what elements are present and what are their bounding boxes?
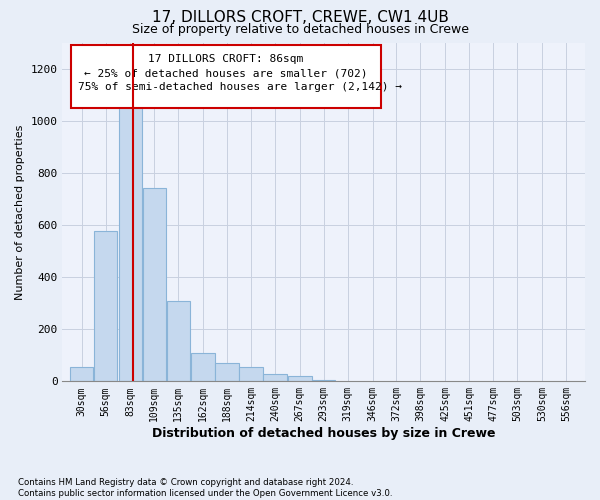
Bar — [312, 380, 335, 382]
Bar — [143, 188, 166, 382]
Text: Size of property relative to detached houses in Crewe: Size of property relative to detached ho… — [131, 22, 469, 36]
Bar — [94, 232, 117, 382]
Text: 17 DILLORS CROFT: 86sqm: 17 DILLORS CROFT: 86sqm — [148, 54, 303, 64]
Text: Contains HM Land Registry data © Crown copyright and database right 2024.
Contai: Contains HM Land Registry data © Crown c… — [18, 478, 392, 498]
Bar — [71, 45, 381, 108]
Text: 17, DILLORS CROFT, CREWE, CW1 4UB: 17, DILLORS CROFT, CREWE, CW1 4UB — [152, 10, 448, 25]
Text: ← 25% of detached houses are smaller (702): ← 25% of detached houses are smaller (70… — [85, 68, 368, 78]
Bar — [70, 367, 94, 382]
Bar — [288, 376, 311, 382]
Bar — [167, 300, 190, 382]
Y-axis label: Number of detached properties: Number of detached properties — [15, 124, 25, 300]
Bar — [119, 68, 142, 382]
Bar — [263, 374, 287, 382]
Bar — [239, 367, 263, 382]
X-axis label: Distribution of detached houses by size in Crewe: Distribution of detached houses by size … — [152, 427, 496, 440]
Bar — [215, 363, 239, 382]
Bar — [191, 352, 215, 382]
Text: 75% of semi-detached houses are larger (2,142) →: 75% of semi-detached houses are larger (… — [78, 82, 402, 92]
